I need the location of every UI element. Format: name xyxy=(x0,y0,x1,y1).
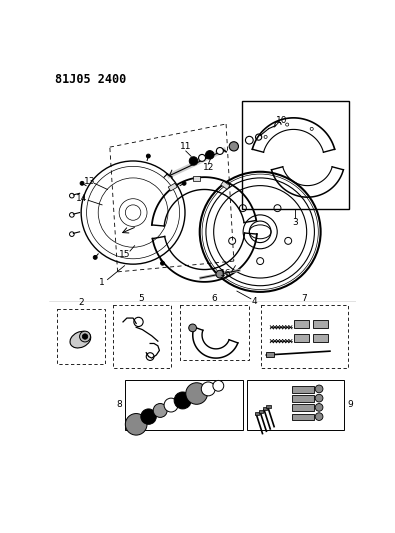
Circle shape xyxy=(93,255,97,260)
Text: 15: 15 xyxy=(119,249,130,259)
Bar xyxy=(313,320,328,328)
Bar xyxy=(292,395,314,402)
Bar xyxy=(293,334,309,342)
Bar xyxy=(221,181,230,189)
Bar xyxy=(266,352,274,357)
Circle shape xyxy=(199,155,205,161)
Bar xyxy=(180,305,249,360)
Text: 10: 10 xyxy=(276,116,288,125)
Text: 14: 14 xyxy=(76,194,88,203)
Text: 5: 5 xyxy=(139,294,145,303)
Text: 12: 12 xyxy=(203,164,214,172)
Ellipse shape xyxy=(80,331,90,342)
Circle shape xyxy=(164,398,178,412)
Text: 13: 13 xyxy=(84,176,96,185)
Circle shape xyxy=(80,181,84,185)
Bar xyxy=(113,305,171,368)
Bar xyxy=(292,386,314,393)
Text: 81J05 2400: 81J05 2400 xyxy=(55,73,126,86)
Circle shape xyxy=(245,136,253,144)
Bar xyxy=(259,410,263,413)
Bar xyxy=(292,414,314,421)
Circle shape xyxy=(315,413,323,421)
Circle shape xyxy=(201,382,215,396)
Text: 4: 4 xyxy=(252,297,258,305)
Text: 11: 11 xyxy=(180,142,192,151)
Circle shape xyxy=(205,151,214,159)
Ellipse shape xyxy=(82,334,88,339)
Bar xyxy=(313,334,328,342)
Text: 3: 3 xyxy=(292,218,298,227)
Circle shape xyxy=(229,142,239,151)
Text: 9: 9 xyxy=(347,400,353,409)
Bar xyxy=(263,407,267,410)
Text: 8: 8 xyxy=(116,400,122,409)
Circle shape xyxy=(182,181,186,185)
Text: 6: 6 xyxy=(212,294,217,303)
Circle shape xyxy=(189,324,196,332)
Circle shape xyxy=(213,381,224,391)
Circle shape xyxy=(186,383,207,405)
Circle shape xyxy=(153,403,167,417)
Bar xyxy=(125,379,243,430)
Text: 7: 7 xyxy=(301,294,307,303)
Bar xyxy=(292,405,314,411)
Circle shape xyxy=(216,270,224,278)
Circle shape xyxy=(174,392,191,409)
Bar xyxy=(261,305,348,368)
Circle shape xyxy=(315,394,323,402)
Ellipse shape xyxy=(70,332,91,348)
Circle shape xyxy=(161,261,164,265)
Bar xyxy=(293,320,309,328)
Circle shape xyxy=(216,148,223,155)
Circle shape xyxy=(315,403,323,411)
Circle shape xyxy=(256,134,262,140)
Circle shape xyxy=(147,154,150,158)
Bar xyxy=(266,405,271,408)
Bar xyxy=(255,412,260,415)
Bar xyxy=(193,176,201,181)
Text: 2: 2 xyxy=(78,298,84,307)
Bar xyxy=(57,309,105,364)
Text: 16: 16 xyxy=(220,269,232,278)
Circle shape xyxy=(315,385,323,393)
Bar xyxy=(242,101,348,209)
Bar xyxy=(247,379,344,430)
Bar xyxy=(168,183,177,191)
Circle shape xyxy=(141,409,156,424)
Circle shape xyxy=(125,414,147,435)
Text: 1: 1 xyxy=(99,278,105,287)
Circle shape xyxy=(189,157,198,165)
